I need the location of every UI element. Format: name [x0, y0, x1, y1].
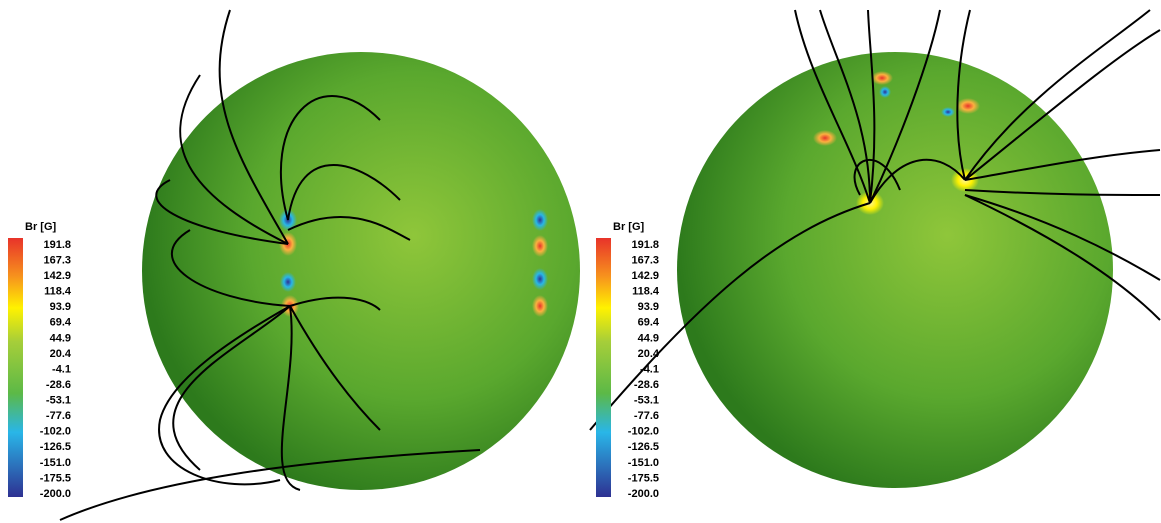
- colorbar-title: Br [G]: [25, 221, 57, 233]
- spot: [532, 209, 548, 231]
- spot: [532, 268, 548, 290]
- colorbar-label: -77.6: [46, 410, 71, 422]
- colorbar-label: 93.9: [638, 301, 659, 313]
- spot: [280, 272, 296, 292]
- left-panel: [59, 9, 580, 521]
- colorbar-label: -28.6: [634, 379, 659, 391]
- spot: [813, 130, 837, 146]
- colorbar-label: 167.3: [43, 254, 71, 266]
- colorbar-label: -102.0: [40, 426, 71, 438]
- colorbar-label: 20.4: [638, 348, 660, 360]
- colorbar: [596, 238, 611, 497]
- spot: [532, 235, 548, 257]
- colorbar-label: -77.6: [634, 410, 659, 422]
- field-lines: [59, 9, 481, 521]
- colorbar-label: -200.0: [628, 488, 659, 500]
- right-panel: [589, 9, 1161, 488]
- colorbar-label: 44.9: [50, 332, 71, 344]
- colorbar-label: 142.9: [631, 270, 659, 282]
- spot: [941, 107, 955, 117]
- spot: [879, 86, 891, 98]
- sphere: [142, 52, 580, 490]
- colorbar: [8, 238, 23, 497]
- colorbar-label: -126.5: [628, 441, 659, 453]
- colorbar-label: 118.4: [632, 286, 660, 298]
- colorbar-label: -28.6: [46, 379, 71, 391]
- colorbar-label: -175.5: [40, 472, 71, 484]
- colorbar-label: 191.8: [43, 239, 71, 251]
- colorbar-title: Br [G]: [613, 221, 645, 233]
- spot: [871, 71, 893, 85]
- colorbar-label: -151.0: [628, 457, 659, 469]
- colorbar-label: 142.9: [43, 270, 71, 282]
- colorbar-label: -53.1: [634, 395, 659, 407]
- spot: [956, 98, 980, 114]
- colorbar-label: -102.0: [628, 426, 659, 438]
- colorbar-label: -53.1: [46, 395, 71, 407]
- colorbar-label: -4.1: [640, 363, 659, 375]
- colorbar-label: 191.8: [631, 239, 659, 251]
- colorbar-label: 20.4: [50, 348, 72, 360]
- colorbar-label: 44.9: [638, 332, 659, 344]
- colorbar-label: 69.4: [638, 317, 660, 329]
- colorbar-label: 93.9: [50, 301, 71, 313]
- colorbar-label: -126.5: [40, 441, 71, 453]
- spot: [532, 295, 548, 317]
- colorbar-label: -200.0: [40, 488, 71, 500]
- field-lines: [589, 9, 1161, 431]
- colorbar-label: -151.0: [40, 457, 71, 469]
- colorbar-label: 69.4: [50, 317, 72, 329]
- colorbar-label: 118.4: [44, 286, 72, 298]
- colorbar-label: 167.3: [631, 254, 659, 266]
- colorbar-label: -4.1: [52, 363, 71, 375]
- sphere: [677, 52, 1113, 488]
- colorbar-label: -175.5: [628, 472, 659, 484]
